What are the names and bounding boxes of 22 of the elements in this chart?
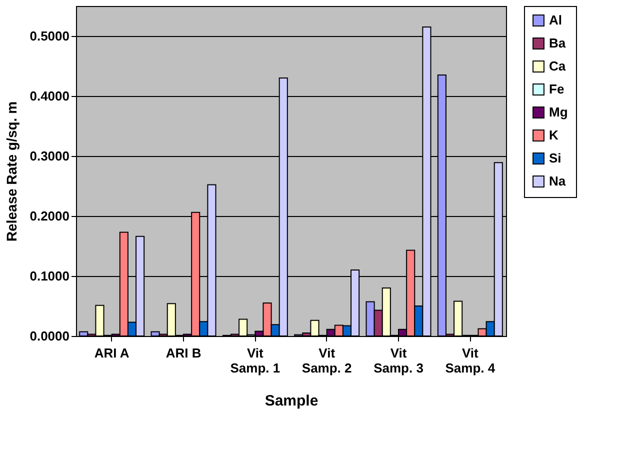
y-tick-label: 0.2000 xyxy=(30,208,70,224)
legend-label: Na xyxy=(549,174,566,188)
legend-label: Si xyxy=(549,150,562,166)
x-tick-label: Vit Samp. 2 xyxy=(302,346,352,376)
legend-label: Fe xyxy=(549,82,564,96)
x-tick-label: ARI A xyxy=(94,346,130,360)
x-tick-label: ARI B xyxy=(166,346,202,360)
x-axis-title: Sample xyxy=(264,392,318,410)
legend-label: Ba xyxy=(549,36,566,50)
y-axis-title: Release Rate g/sq. m xyxy=(4,101,20,242)
x-tick-label: Vit Samp. 3 xyxy=(374,346,424,376)
legend-label: Ca xyxy=(549,58,566,74)
y-tick-label: 0.5000 xyxy=(30,28,70,44)
legend-label: Al xyxy=(549,12,562,28)
legend-label: Mg xyxy=(549,104,568,120)
y-tick-label: 0.1000 xyxy=(30,268,70,284)
legend-label: K xyxy=(549,128,559,142)
x-tick-label: Vit Samp. 1 xyxy=(230,346,280,376)
y-tick-label: 0.4000 xyxy=(30,88,70,104)
x-tick-label: Vit Samp. 4 xyxy=(445,346,496,376)
y-tick-label: 0.0000 xyxy=(30,328,70,344)
y-tick-label: 0.3000 xyxy=(30,148,70,164)
